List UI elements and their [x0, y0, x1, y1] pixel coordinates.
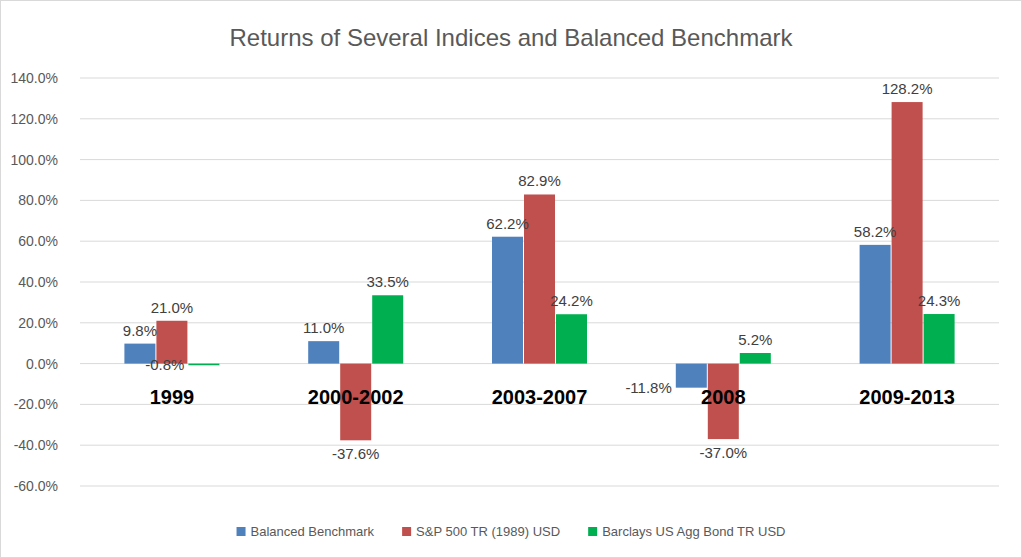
- y-tick-label: 100.0%: [11, 152, 58, 168]
- grid-line: [80, 486, 999, 487]
- title: Returns of Several Indices and Balanced …: [230, 24, 794, 51]
- data-label: 128.2%: [882, 80, 933, 97]
- y-axis-line: [80, 78, 81, 486]
- bar: [372, 295, 403, 363]
- bar: [924, 314, 955, 364]
- legend: Balanced Benchmark S&P 500 TR (1989) USD B…: [237, 524, 786, 539]
- data-label: -11.8%: [625, 379, 671, 396]
- y-tick-label: 40.0%: [18, 274, 58, 290]
- y-tick-label: 0.0%: [26, 356, 58, 372]
- category-label: 2008: [701, 386, 746, 408]
- grid-line: [80, 159, 999, 160]
- bar: [740, 353, 771, 364]
- y-tick-label: -20.0%: [14, 396, 58, 412]
- data-labels: 9.8% 11.0% 62.2% -11.8% 58.2% 21.0% -37.6% 82.9…: [123, 80, 961, 462]
- chart: Returns of Several Indices and Balanced …: [0, 0, 1022, 558]
- legend-swatch: [237, 527, 246, 536]
- y-tick-label: -40.0%: [14, 437, 58, 453]
- legend-label: Balanced Benchmark: [251, 524, 375, 539]
- bars: [124, 102, 954, 440]
- y-tick-label: 60.0%: [18, 233, 58, 249]
- data-label: 82.9%: [518, 172, 561, 189]
- legend-swatch: [402, 527, 411, 536]
- y-tick-label: -60.0%: [14, 478, 58, 494]
- y-tick-label: 20.0%: [18, 315, 58, 331]
- category-label: 2009-2013: [859, 386, 955, 408]
- grid-line: [80, 445, 999, 446]
- data-label: 33.5%: [366, 273, 409, 290]
- grid-line: [80, 78, 999, 79]
- legend-label: Barclays US Agg Bond TR USD: [602, 524, 785, 539]
- data-label: 58.2%: [854, 223, 897, 240]
- bar: [492, 237, 523, 364]
- category-label: 1999: [150, 386, 195, 408]
- data-label: -37.0%: [700, 444, 748, 461]
- data-label: 5.2%: [738, 331, 772, 348]
- category-label: 2003-2007: [492, 386, 588, 408]
- data-label: 24.3%: [918, 292, 961, 309]
- grid-line: [80, 118, 999, 119]
- y-tick-label: 140.0%: [11, 70, 58, 86]
- category-label: 2000-2002: [308, 386, 404, 408]
- y-tick-label: 80.0%: [18, 192, 58, 208]
- y-tick-label: 120.0%: [11, 111, 58, 127]
- bar: [556, 314, 587, 363]
- data-label: 21.0%: [151, 299, 194, 316]
- data-label: -0.8%: [145, 356, 184, 373]
- background: [0, 0, 1022, 558]
- legend-swatch: [588, 527, 597, 536]
- chart-border: [1, 1, 1022, 558]
- data-label: -37.6%: [332, 445, 380, 462]
- data-label: 62.2%: [486, 215, 529, 232]
- data-label: 24.2%: [550, 292, 593, 309]
- bar: [188, 364, 219, 366]
- bar: [860, 245, 891, 364]
- bar: [308, 341, 339, 363]
- legend-label: S&P 500 TR (1989) USD: [416, 524, 560, 539]
- data-label: 11.0%: [303, 319, 344, 336]
- data-label: 9.8%: [123, 322, 157, 339]
- bar: [676, 364, 707, 388]
